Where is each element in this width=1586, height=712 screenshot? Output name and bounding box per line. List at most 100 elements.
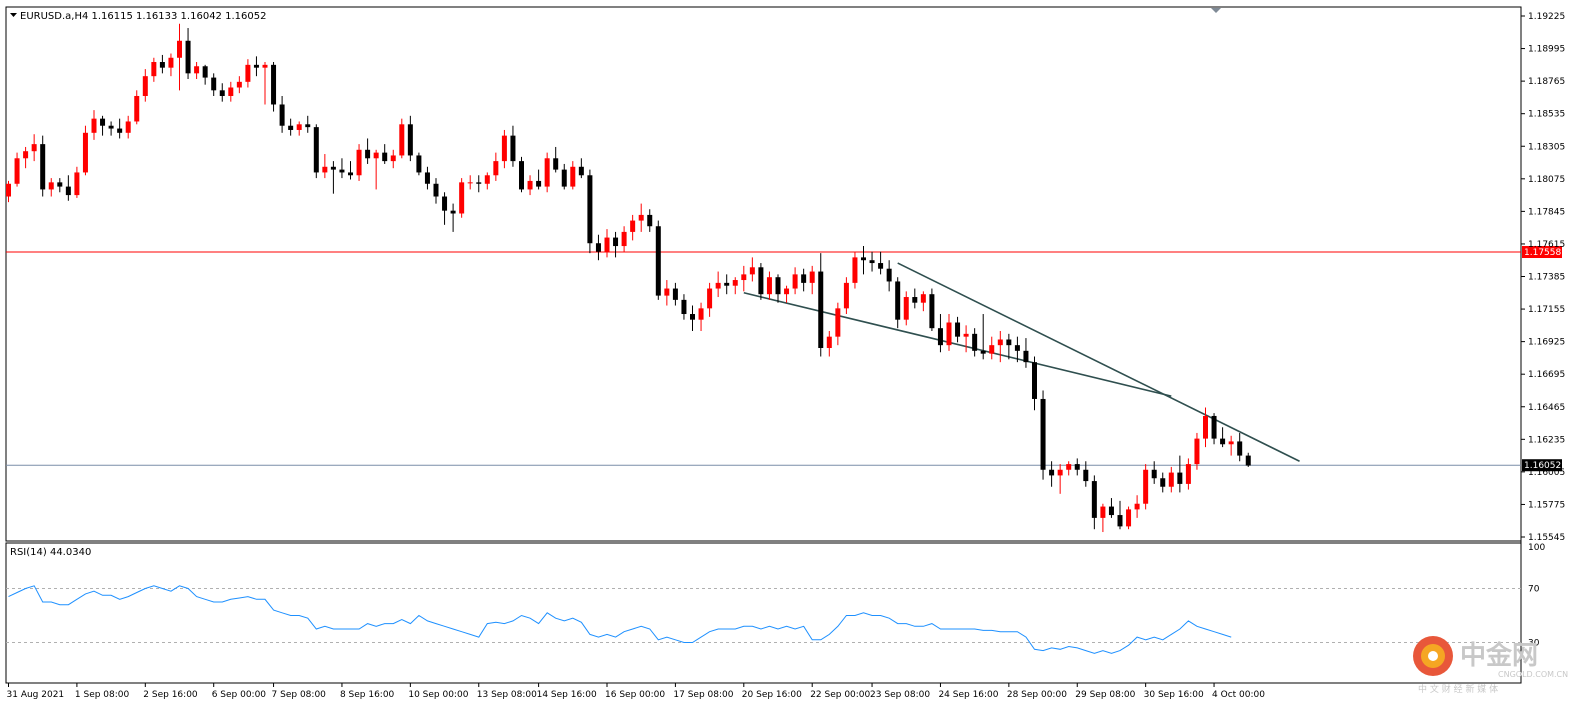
candle <box>6 180 11 203</box>
candle-body <box>211 77 217 91</box>
candle <box>339 158 345 179</box>
candle <box>937 314 943 353</box>
time-tick-label: 28 Sep 00:00 <box>1007 690 1067 700</box>
price-tick-label: 1.18765 <box>1528 77 1565 87</box>
watermark: 中金网 CNGOLD.COM.CN 中 文 财 经 新 媒 体 <box>1413 636 1568 695</box>
price-tick-label: 1.17615 <box>1528 240 1565 250</box>
time-tick-label: 13 Sep 08:00 <box>477 690 537 700</box>
candle-body <box>912 297 918 303</box>
candle-body <box>1006 339 1012 346</box>
candle <box>373 149 379 190</box>
price-tick-label: 1.16695 <box>1528 370 1565 380</box>
candle-body <box>31 144 37 152</box>
candle <box>65 175 71 201</box>
candle <box>330 161 336 194</box>
candle-body <box>1083 469 1089 482</box>
candle <box>253 56 259 77</box>
candle-body <box>1066 464 1072 470</box>
candle-body <box>818 271 824 348</box>
candle <box>279 95 285 133</box>
candle-body <box>390 155 396 162</box>
candle <box>852 251 858 289</box>
candle <box>262 62 268 105</box>
trendline-2[interactable] <box>897 262 1300 462</box>
candle-body <box>741 274 747 281</box>
triangle-down-icon[interactable] <box>10 13 17 17</box>
price-tick-label: 1.17155 <box>1528 305 1565 315</box>
candle <box>818 253 824 357</box>
candle-body <box>835 308 841 337</box>
candle <box>74 166 80 198</box>
candle-body <box>1108 506 1114 516</box>
candle-body <box>1228 441 1234 445</box>
candle-body <box>228 87 234 96</box>
candle-body <box>707 288 713 309</box>
trendline-1[interactable] <box>743 292 1172 397</box>
candle-body <box>1057 469 1063 476</box>
candle <box>390 149 396 169</box>
candle-body <box>920 294 926 303</box>
candle-body <box>519 161 524 190</box>
candle-body <box>100 118 106 126</box>
price-tick-label: 1.16925 <box>1528 338 1565 348</box>
candle <box>561 163 567 190</box>
time-tick-label: 22 Sep 00:00 <box>810 690 870 700</box>
candle-body <box>784 288 790 295</box>
time-tick-label: 31 Aug 2021 <box>7 690 65 700</box>
candle <box>442 192 448 225</box>
candle <box>826 331 832 357</box>
candle-body <box>416 155 422 173</box>
candle-body <box>972 333 978 351</box>
candle <box>809 265 815 295</box>
time-tick-label: 8 Sep 16:00 <box>340 690 395 700</box>
candle <box>630 214 636 241</box>
candle-body <box>399 124 405 156</box>
candle-body <box>946 322 952 346</box>
candle-body <box>578 166 584 176</box>
candle <box>732 277 738 295</box>
rsi-pane <box>5 542 1522 684</box>
candle-body <box>587 175 593 244</box>
candle <box>177 23 182 91</box>
candle <box>57 178 63 193</box>
candle-body <box>621 231 627 247</box>
candle <box>228 81 234 102</box>
candle-body <box>245 64 251 82</box>
candle <box>305 115 311 133</box>
candle-body <box>57 182 63 187</box>
candle-body <box>151 62 157 77</box>
candle <box>920 291 926 312</box>
candle <box>450 203 456 232</box>
candle <box>869 251 875 272</box>
candle-body <box>185 40 191 74</box>
shift-marker-icon[interactable] <box>1211 8 1221 13</box>
candle <box>553 146 559 173</box>
candle <box>536 169 542 190</box>
candle-body <box>749 267 755 275</box>
candle <box>407 115 413 162</box>
candle <box>1049 461 1055 487</box>
time-tick-label: 20 Sep 16:00 <box>742 690 802 700</box>
time-tick-label: 1 Sep 08:00 <box>75 690 130 700</box>
candle <box>91 110 97 140</box>
candle <box>476 175 482 193</box>
candle-body <box>459 182 465 214</box>
candle-body <box>476 182 482 184</box>
candle-body <box>869 260 875 264</box>
candle <box>613 231 619 258</box>
price-tick-label: 1.17385 <box>1528 273 1565 283</box>
candle <box>1228 435 1234 456</box>
candle-body <box>792 274 798 289</box>
candle <box>1168 466 1174 493</box>
candle <box>185 28 191 80</box>
price-tick-label: 1.16005 <box>1528 468 1565 478</box>
candle-body <box>348 172 353 176</box>
candle-body <box>424 172 430 184</box>
candle <box>835 302 841 346</box>
candle-body <box>313 127 319 173</box>
candle-body <box>997 339 1003 346</box>
candle <box>1100 503 1106 533</box>
candle <box>724 274 730 295</box>
candle-body <box>1117 515 1123 527</box>
